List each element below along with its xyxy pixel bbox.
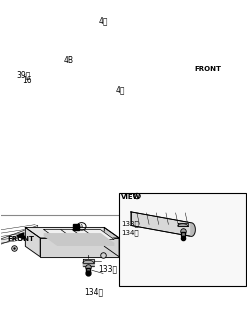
Polygon shape — [44, 230, 114, 240]
Text: 39Ⓑ: 39Ⓑ — [16, 70, 30, 79]
Polygon shape — [154, 54, 189, 70]
Text: 133Ⓑ: 133Ⓑ — [98, 265, 117, 274]
Polygon shape — [40, 238, 119, 257]
Polygon shape — [54, 70, 88, 91]
Text: 4Ⓑ: 4Ⓑ — [98, 16, 108, 25]
Polygon shape — [44, 235, 114, 245]
Polygon shape — [54, 46, 173, 70]
Polygon shape — [17, 233, 24, 239]
Polygon shape — [186, 60, 193, 66]
Polygon shape — [191, 223, 195, 236]
Polygon shape — [25, 228, 119, 238]
Polygon shape — [88, 70, 173, 91]
Text: A: A — [135, 194, 139, 198]
Bar — [119, 193, 246, 286]
Text: 16: 16 — [22, 76, 31, 85]
Text: 134⑴: 134⑴ — [121, 229, 139, 236]
Text: FRONT: FRONT — [194, 66, 221, 72]
Text: A: A — [80, 224, 83, 229]
Polygon shape — [58, 73, 85, 87]
Polygon shape — [1, 69, 70, 101]
Polygon shape — [25, 228, 40, 257]
Polygon shape — [189, 54, 197, 70]
Polygon shape — [131, 212, 191, 236]
Text: VIEW: VIEW — [121, 194, 141, 200]
Polygon shape — [178, 223, 188, 226]
Polygon shape — [1, 226, 38, 244]
Text: 134Ⓑ: 134Ⓑ — [85, 287, 104, 296]
Text: FRONT: FRONT — [8, 236, 35, 242]
Polygon shape — [178, 224, 188, 226]
Text: 133⑴: 133⑴ — [121, 221, 139, 227]
Text: 4B: 4B — [63, 56, 73, 65]
Polygon shape — [154, 70, 189, 78]
Polygon shape — [44, 234, 114, 244]
Polygon shape — [83, 259, 94, 263]
Polygon shape — [104, 228, 119, 257]
Text: 4⑴: 4⑴ — [116, 85, 125, 94]
